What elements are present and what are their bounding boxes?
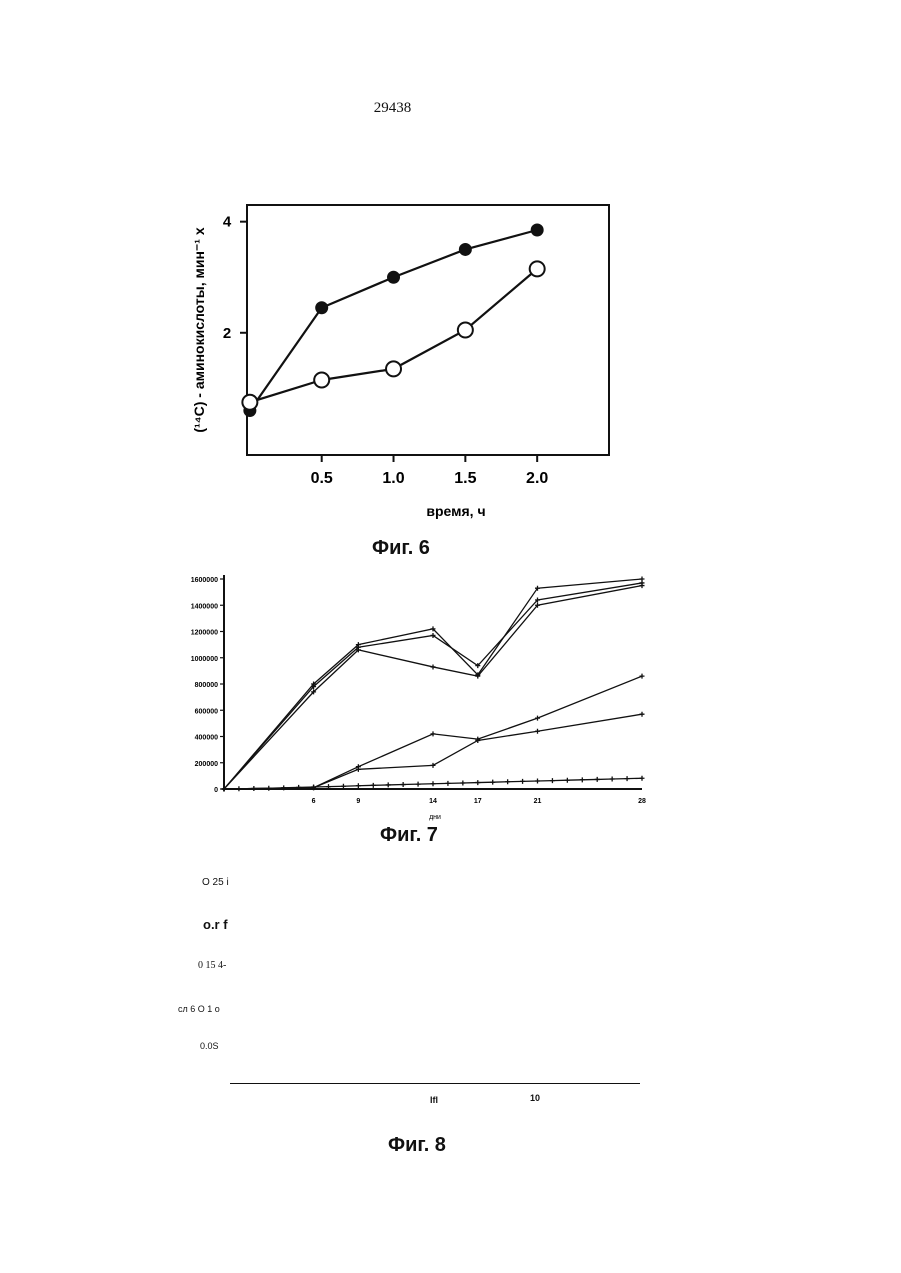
- fig7-point-marker: [640, 776, 645, 781]
- fig7-point-marker: [356, 783, 361, 788]
- fig7-y-tick-label: 800000: [195, 682, 218, 689]
- fig8-ytick-label: o.r f: [203, 917, 228, 932]
- fig7-x-axis-label: дни: [429, 814, 441, 821]
- fig7-point-marker: [625, 776, 630, 781]
- fig7-series-line: [224, 583, 642, 789]
- fig7-series-line: [224, 714, 642, 789]
- fig7-point-marker: [251, 786, 256, 791]
- fig7-point-marker: [490, 780, 495, 785]
- fig6-point-open: [242, 395, 257, 410]
- fig7-point-marker: [416, 782, 421, 787]
- figure-7-caption: Фиг. 7: [380, 824, 438, 847]
- fig6-plot-frame: [247, 205, 609, 455]
- fig7-y-tick-label: 1600000: [191, 577, 218, 584]
- fig7-point-marker: [460, 780, 465, 785]
- fig7-point-marker: [520, 779, 525, 784]
- figure-6-chart: 2 4 0.5 1.0 1.5 2.0 (¹⁴C) - аминокислоты, ми…: [180, 185, 640, 525]
- fig7-x-tick-label: 28: [638, 798, 646, 805]
- fig7-point-marker: [535, 716, 540, 721]
- fig7-y-tick-label: 1200000: [191, 630, 218, 637]
- fig7-point-marker: [580, 777, 585, 782]
- fig7-y-tick-label: 200000: [195, 761, 218, 768]
- fig7-point-marker: [445, 781, 450, 786]
- fig7-point-marker: [475, 780, 480, 785]
- fig7-point-marker: [535, 729, 540, 734]
- fig6-point-filled: [460, 244, 471, 255]
- fig7-point-marker: [550, 778, 555, 783]
- fig7-point-marker: [431, 781, 436, 786]
- fig7-point-marker: [431, 731, 436, 736]
- fig6-series-line: [250, 230, 537, 411]
- fig7-point-marker: [535, 778, 540, 783]
- fig6-x-axis-label: время, ч: [426, 503, 485, 519]
- fig6-y-tick-label: 4: [223, 214, 232, 231]
- fig8-ytick-label: O 25 i: [202, 877, 229, 888]
- fig8-ytick-label: 0 15 4-: [198, 960, 226, 971]
- fig7-point-marker: [401, 782, 406, 787]
- fig7-x-tick-label: 21: [534, 798, 542, 805]
- fig7-point-marker: [565, 778, 570, 783]
- fig7-point-marker: [610, 777, 615, 782]
- fig6-point-filled: [532, 225, 543, 236]
- fig7-series-line: [224, 579, 642, 789]
- fig7-y-tick-label: 0: [214, 787, 218, 794]
- fig6-point-open: [530, 261, 545, 276]
- fig8-ytick-label: 0.0S: [200, 1041, 219, 1051]
- fig7-x-tick-label: 9: [356, 798, 360, 805]
- figure-6-caption: Фиг. 6: [372, 537, 430, 560]
- fig6-point-open: [458, 323, 473, 338]
- fig8-ytick-label: сл 6 O 1 о: [178, 1004, 220, 1014]
- fig7-point-marker: [371, 783, 376, 788]
- fig6-x-tick-label: 2.0: [526, 470, 548, 487]
- fig6-point-open: [314, 373, 329, 388]
- fig6-point-filled: [388, 272, 399, 283]
- fig8-x-axis: [230, 1083, 640, 1084]
- fig7-y-tick-label: 600000: [195, 708, 218, 715]
- fig7-x-tick-label: 14: [429, 798, 437, 805]
- fig6-series-line: [250, 269, 537, 402]
- fig7-point-marker: [431, 664, 436, 669]
- fig7-point-marker: [640, 712, 645, 717]
- fig6-x-tick-label: 1.5: [454, 470, 476, 487]
- fig7-point-marker: [236, 786, 241, 791]
- fig7-series-line: [224, 586, 642, 789]
- fig7-x-tick-label: 17: [474, 798, 482, 805]
- fig7-x-tick-label: 6: [312, 798, 316, 805]
- fig7-point-marker: [640, 674, 645, 679]
- fig7-point-marker: [386, 782, 391, 787]
- fig7-point-marker: [431, 763, 436, 768]
- fig6-point-filled: [316, 302, 327, 313]
- fig7-point-marker: [341, 784, 346, 789]
- fig8-xtick-label: 10: [530, 1093, 540, 1103]
- fig6-y-tick-label: 2: [223, 325, 231, 342]
- fig6-x-tick-label: 1.0: [382, 470, 404, 487]
- fig7-y-tick-label: 1000000: [191, 656, 218, 663]
- fig7-y-tick-label: 1400000: [191, 603, 218, 610]
- fig8-xtick-label: Ifl: [430, 1095, 438, 1105]
- figure-8-caption: Фиг. 8: [388, 1134, 446, 1157]
- fig6-y-axis-label: (¹⁴C) - аминокислоты, мин⁻¹ x: [191, 227, 207, 432]
- fig6-point-open: [386, 361, 401, 376]
- fig7-point-marker: [595, 777, 600, 782]
- fig7-y-tick-label: 400000: [195, 735, 218, 742]
- figure-7-chart: 0 200000 400000 600000 800000 1000000 1200000 1…: [170, 565, 660, 825]
- page-number: 29438: [0, 100, 785, 117]
- fig6-x-tick-label: 0.5: [311, 470, 333, 487]
- fig7-point-marker: [505, 779, 510, 784]
